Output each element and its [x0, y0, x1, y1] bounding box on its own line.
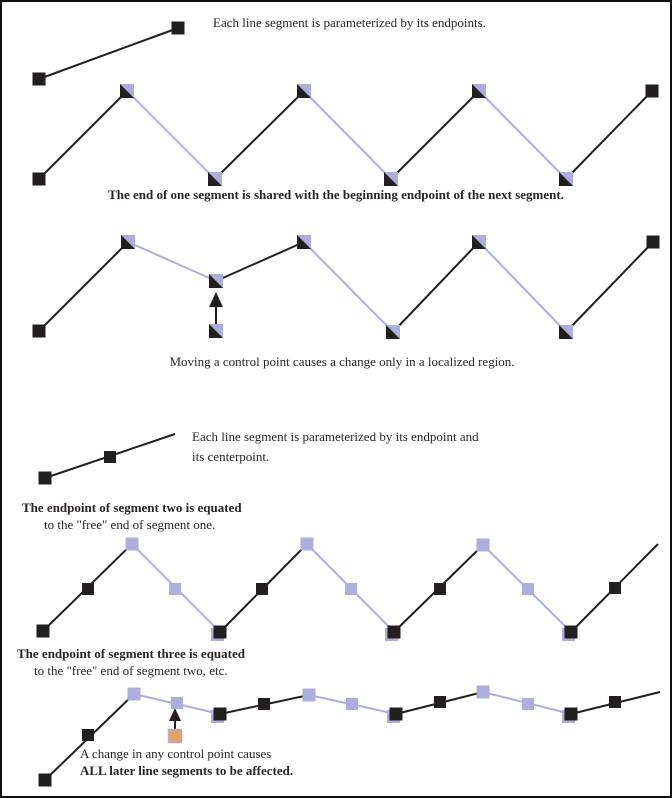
- control-point-mid: [434, 696, 446, 708]
- control-point-end: [36, 624, 50, 638]
- segment-black: [214, 90, 305, 180]
- control-point-mid: [609, 582, 621, 594]
- figure-zigzag-moved-control-point: [32, 235, 660, 339]
- control-point-mid: [104, 451, 116, 463]
- figure-zigzag-shared-endpoints: [32, 84, 659, 186]
- control-point-lavmid: [522, 583, 534, 595]
- caption-endpoint-centerpoint-line1: Each line segment is parameterized by it…: [192, 429, 479, 444]
- caption-shared-endpoint: The end of one segment is shared with th…: [108, 187, 564, 202]
- caption-segment-three-equated-line1: The endpoint of segment three is equated: [17, 646, 245, 661]
- control-point-end: [32, 72, 46, 86]
- control-point-shadowed: [562, 707, 578, 723]
- caption-all-later-affected-line2: ALL later line segments to be affected.: [80, 763, 294, 778]
- control-point-end: [646, 235, 660, 249]
- control-point-lav: [476, 685, 490, 699]
- caption-segment-two-equated-line1: The endpoint of segment two is equated: [22, 500, 242, 515]
- control-point-end: [38, 471, 52, 485]
- control-point-mid: [434, 583, 446, 595]
- control-point-shadowed: [562, 625, 578, 641]
- control-point-shared: [121, 235, 135, 249]
- control-point-shared: [386, 325, 400, 339]
- control-point-shared: [472, 84, 486, 98]
- control-point-lav: [476, 538, 490, 552]
- caption-parameterized-by-endpoints: Each line segment is parameterized by it…: [213, 15, 486, 30]
- control-point-end: [38, 773, 52, 787]
- segment-black: [390, 90, 480, 180]
- segment-lavender: [303, 241, 394, 333]
- segment-black: [565, 241, 654, 333]
- control-point-lavmid: [171, 697, 183, 709]
- segment-lavender: [126, 90, 216, 180]
- segment-black: [565, 90, 653, 180]
- control-point-shared: [209, 274, 223, 288]
- control-point-lavmid: [345, 583, 357, 595]
- figure-zigzag-all-later-affected: [38, 685, 661, 787]
- control-point-lavmid: [346, 698, 358, 710]
- control-point-end: [645, 84, 659, 98]
- control-point-mid: [609, 696, 621, 708]
- control-point-shared: [208, 172, 222, 186]
- control-point-lav: [302, 688, 316, 702]
- control-point-shadowed: [385, 625, 401, 641]
- control-point-end: [32, 324, 46, 338]
- segment-lavender: [478, 90, 567, 180]
- caption-segment-three-equated-line2: to the "free" end of segment two, etc.: [34, 663, 228, 678]
- caption-all-later-affected-line1: A change in any control point causes: [80, 746, 272, 761]
- control-point-lavmid: [522, 698, 534, 710]
- control-point-shared: [297, 84, 311, 98]
- control-point-lav: [300, 537, 314, 551]
- segment-black: [38, 27, 179, 80]
- segment-black: [392, 241, 480, 333]
- control-point-orange: [167, 728, 183, 744]
- control-point-lav: [125, 537, 139, 551]
- control-point-mid: [256, 583, 268, 595]
- control-point-lavmid: [169, 583, 181, 595]
- control-point-mid: [258, 698, 270, 710]
- control-point-end: [32, 172, 46, 186]
- figure-single-segment-centerpoint: [38, 433, 176, 485]
- control-point-shared: [209, 324, 223, 338]
- arrow-head-icon: [209, 292, 223, 307]
- control-point-mid: [82, 729, 94, 741]
- control-point-shared: [472, 235, 486, 249]
- control-point-mid: [82, 583, 94, 595]
- segment-black: [38, 90, 128, 180]
- control-point-end: [171, 21, 185, 35]
- control-point-shared: [384, 172, 398, 186]
- control-point-shared: [559, 325, 573, 339]
- control-point-shadowed: [211, 625, 227, 641]
- control-point-shadowed: [387, 707, 403, 723]
- caption-segment-two-equated-line2: to the "free" end of segment one.: [44, 517, 216, 532]
- figure-single-segment-endpoints: [32, 21, 185, 86]
- control-point-shadowed: [211, 707, 227, 723]
- control-point-shared: [120, 84, 134, 98]
- arrow-head-icon: [169, 708, 181, 721]
- segment-black: [38, 241, 129, 332]
- control-point-lav: [127, 687, 141, 701]
- caption-localized-region: Moving a control point causes a change o…: [169, 354, 515, 369]
- figure-zigzag-centerpoints: [36, 537, 659, 641]
- segment-lavender: [303, 90, 392, 180]
- segment-lavender: [478, 241, 567, 333]
- move-arrow: [209, 292, 223, 324]
- control-point-shared: [297, 235, 311, 249]
- segment-lavender: [127, 241, 217, 282]
- move-arrow: [169, 708, 181, 730]
- segment-black: [215, 241, 305, 282]
- control-point-shared: [559, 172, 573, 186]
- caption-endpoint-centerpoint-line2: its centerpoint.: [192, 449, 270, 464]
